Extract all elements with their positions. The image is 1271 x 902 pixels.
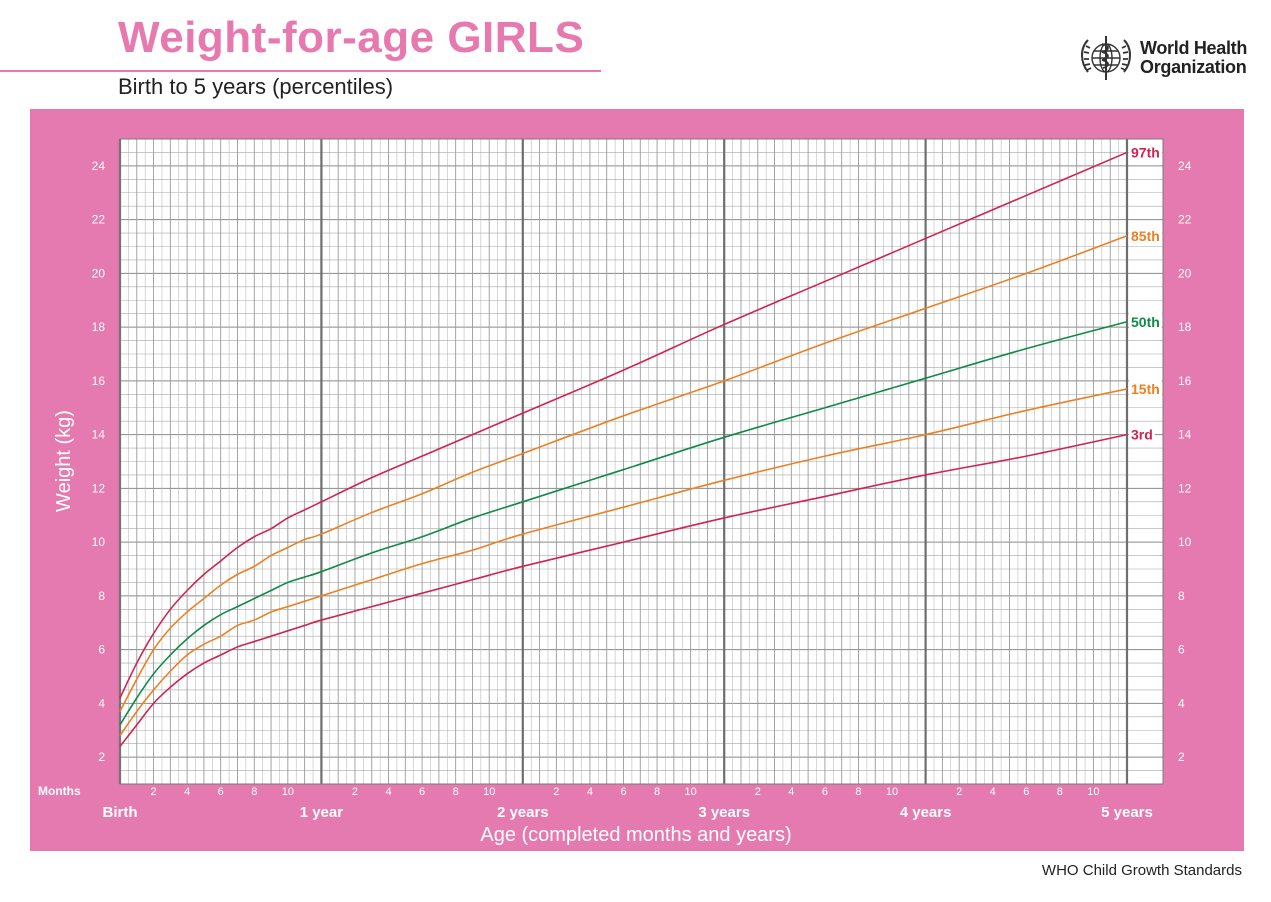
weight-chart: 97th 85th 50th 15th 3rd Weight (kg) Age (com… bbox=[38, 138, 1192, 846]
y-tick-label-right: 2 bbox=[1178, 750, 1185, 764]
month-tick-label: 6 bbox=[620, 786, 626, 798]
y-tick-label-left: 24 bbox=[92, 159, 106, 173]
y-tick-label-left: 14 bbox=[92, 428, 106, 442]
months-label: Months bbox=[38, 784, 81, 798]
month-tick-label: 6 bbox=[419, 786, 425, 798]
who-name-line2: Organization bbox=[1140, 57, 1247, 77]
y-tick-label-right: 10 bbox=[1178, 535, 1192, 549]
month-tick-label: 8 bbox=[654, 786, 660, 798]
month-tick-label: 4 bbox=[385, 786, 391, 798]
percentile-curve-97th bbox=[119, 151, 1128, 699]
who-logo: World Health Organization bbox=[1078, 32, 1248, 84]
x-axis-title: Age (completed months and years) bbox=[480, 824, 791, 846]
percentile-label-15th: 15th bbox=[1131, 381, 1160, 397]
y-tick-label-left: 2 bbox=[98, 750, 105, 764]
month-tick-label: 8 bbox=[251, 786, 257, 798]
month-tick-label: 4 bbox=[184, 786, 190, 798]
year-label: 4 years bbox=[900, 804, 952, 821]
month-tick-label: 6 bbox=[218, 786, 224, 798]
y-tick-label-left: 8 bbox=[98, 589, 105, 603]
y-tick-label-right: 8 bbox=[1178, 589, 1185, 603]
percentile-label-bg bbox=[1129, 312, 1162, 331]
year-label: 5 years bbox=[1101, 804, 1153, 821]
percentile-label-bg bbox=[1129, 226, 1162, 245]
y-tick-label-right: 14 bbox=[1178, 428, 1192, 442]
percentile-curve-85th bbox=[119, 235, 1128, 712]
percentile-curve-50th bbox=[119, 320, 1128, 726]
page-title: Weight-for-age GIRLS bbox=[118, 13, 585, 62]
month-tick-label: 10 bbox=[1087, 786, 1099, 798]
month-tick-label: 2 bbox=[956, 786, 962, 798]
month-tick-label: 8 bbox=[855, 786, 861, 798]
y-tick-label-right: 18 bbox=[1178, 320, 1192, 334]
year-label: 2 years bbox=[497, 804, 549, 821]
year-label: 1 year bbox=[300, 804, 344, 821]
y-tick-label-left: 16 bbox=[92, 374, 106, 388]
grid bbox=[118, 138, 1164, 785]
page-subtitle: Birth to 5 years (percentiles) bbox=[118, 74, 394, 99]
month-tick-label: 10 bbox=[483, 786, 495, 798]
percentile-label-50th: 50th bbox=[1131, 314, 1160, 330]
year-label: Birth bbox=[103, 804, 138, 821]
month-tick-label: 4 bbox=[587, 786, 593, 798]
chart-panel: 97th 85th 50th 15th 3rd Weight (kg) Age (com… bbox=[30, 109, 1244, 851]
y-tick-label-right: 16 bbox=[1178, 374, 1192, 388]
who-emblem-icon bbox=[1081, 36, 1131, 80]
month-tick-label: 4 bbox=[990, 786, 996, 798]
y-tick-label-left: 10 bbox=[92, 535, 106, 549]
y-tick-label-left: 22 bbox=[92, 213, 106, 227]
who-name-line1: World Health bbox=[1140, 38, 1248, 58]
axis-labels: Weight (kg) Age (completed months and ye… bbox=[38, 159, 1192, 846]
percentile-label-3rd: 3rd bbox=[1131, 427, 1153, 443]
month-tick-label: 8 bbox=[453, 786, 459, 798]
percentile-label-bg bbox=[1129, 143, 1162, 162]
y-tick-label-right: 6 bbox=[1178, 643, 1185, 657]
month-tick-label: 2 bbox=[151, 786, 157, 798]
month-tick-label: 10 bbox=[282, 786, 294, 798]
y-tick-label-left: 18 bbox=[92, 320, 106, 334]
y-tick-label-left: 12 bbox=[92, 481, 106, 495]
y-tick-label-left: 4 bbox=[98, 696, 105, 710]
y-tick-label-right: 12 bbox=[1178, 481, 1192, 495]
percentile-curves: 97th 85th 50th 15th 3rd bbox=[119, 143, 1162, 747]
month-tick-label: 2 bbox=[352, 786, 358, 798]
y-tick-label-left: 20 bbox=[92, 266, 106, 280]
who-name: World Health Organization bbox=[1140, 39, 1247, 77]
footer-credit: WHO Child Growth Standards bbox=[1041, 862, 1242, 879]
percentile-curve-15th bbox=[119, 388, 1128, 737]
percentile-curve-3rd bbox=[119, 433, 1128, 747]
y-tick-label-right: 24 bbox=[1178, 159, 1192, 173]
month-tick-label: 4 bbox=[788, 786, 794, 798]
month-tick-label: 2 bbox=[755, 786, 761, 798]
month-tick-label: 10 bbox=[886, 786, 898, 798]
percentile-label-85th: 85th bbox=[1131, 228, 1160, 244]
percentile-label-97th: 97th bbox=[1131, 144, 1160, 160]
month-tick-label: 10 bbox=[685, 786, 697, 798]
percentile-label-bg bbox=[1129, 379, 1162, 398]
y-tick-label-right: 22 bbox=[1178, 213, 1192, 227]
month-tick-label: 6 bbox=[822, 786, 828, 798]
year-label: 3 years bbox=[698, 804, 750, 821]
y-tick-label-right: 20 bbox=[1178, 266, 1192, 280]
month-tick-label: 2 bbox=[553, 786, 559, 798]
percentile-label-bg bbox=[1129, 425, 1155, 444]
y-tick-label-right: 4 bbox=[1178, 696, 1185, 710]
y-axis-title: Weight (kg) bbox=[53, 410, 75, 512]
y-tick-label-left: 6 bbox=[98, 643, 105, 657]
plot-frame bbox=[119, 138, 1164, 785]
month-tick-label: 8 bbox=[1057, 786, 1063, 798]
month-tick-label: 6 bbox=[1023, 786, 1029, 798]
title-rule bbox=[0, 70, 601, 72]
